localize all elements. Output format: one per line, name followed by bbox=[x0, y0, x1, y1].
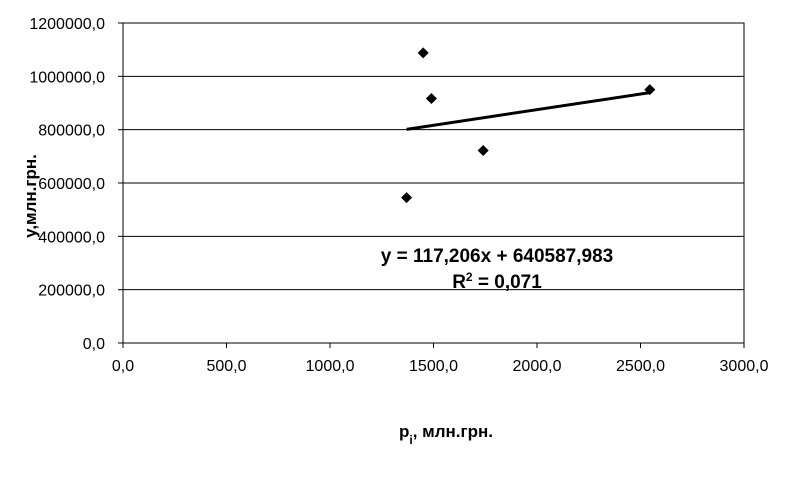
data-point bbox=[401, 192, 413, 204]
regression-equation: y = 117,206x + 640587,983 bbox=[381, 246, 613, 267]
r-squared-label: R2 = 0,071 bbox=[452, 270, 542, 293]
data-point bbox=[644, 84, 656, 96]
y-tick-label: 1200000,0 bbox=[29, 16, 105, 33]
y-axis-title: y,млн.грн. bbox=[21, 154, 40, 238]
x-tick-label: 1000,0 bbox=[306, 358, 355, 375]
r-squared-base: R bbox=[452, 272, 466, 293]
grid-lines bbox=[123, 75, 744, 291]
x-axis-title-base: p bbox=[399, 422, 409, 441]
x-tick-label: 2000,0 bbox=[513, 358, 562, 375]
x-tick-label: 2500,0 bbox=[616, 358, 665, 375]
x-tick-label: 3000,0 bbox=[720, 358, 769, 375]
y-tick-label: 600000,0 bbox=[38, 176, 105, 193]
y-axis-ticks: 0,0 200000,0 400000,0 600000,0 800000,0 10000… bbox=[29, 16, 123, 353]
data-point bbox=[425, 92, 437, 104]
y-tick-label: 1000000,0 bbox=[29, 69, 105, 86]
x-axis-ticks: 0,0 500,0 1000,0 1500,0 2000,0 2500,0 3000,0 bbox=[112, 343, 769, 375]
x-tick-label: 0,0 bbox=[112, 358, 134, 375]
x-tick-label: 1500,0 bbox=[409, 358, 458, 375]
y-tick-label: 800000,0 bbox=[38, 123, 105, 140]
x-axis-title-subscript: i bbox=[409, 433, 412, 447]
y-tick-label: 200000,0 bbox=[38, 283, 105, 300]
y-tick-label: 400000,0 bbox=[38, 229, 105, 246]
r-squared-superscript: 2 bbox=[466, 270, 473, 284]
x-axis-title-rest: , млн.грн. bbox=[413, 422, 493, 441]
trendline-group bbox=[406, 91, 651, 131]
data-point bbox=[417, 47, 429, 59]
trendline bbox=[406, 91, 651, 131]
r-squared-value: = 0,071 bbox=[473, 272, 543, 293]
y-tick-label: 0,0 bbox=[83, 336, 105, 353]
data-point bbox=[477, 144, 489, 156]
x-axis-title: pi, млн.грн. bbox=[399, 422, 493, 447]
data-points bbox=[401, 47, 656, 204]
x-tick-label: 500,0 bbox=[206, 358, 246, 375]
